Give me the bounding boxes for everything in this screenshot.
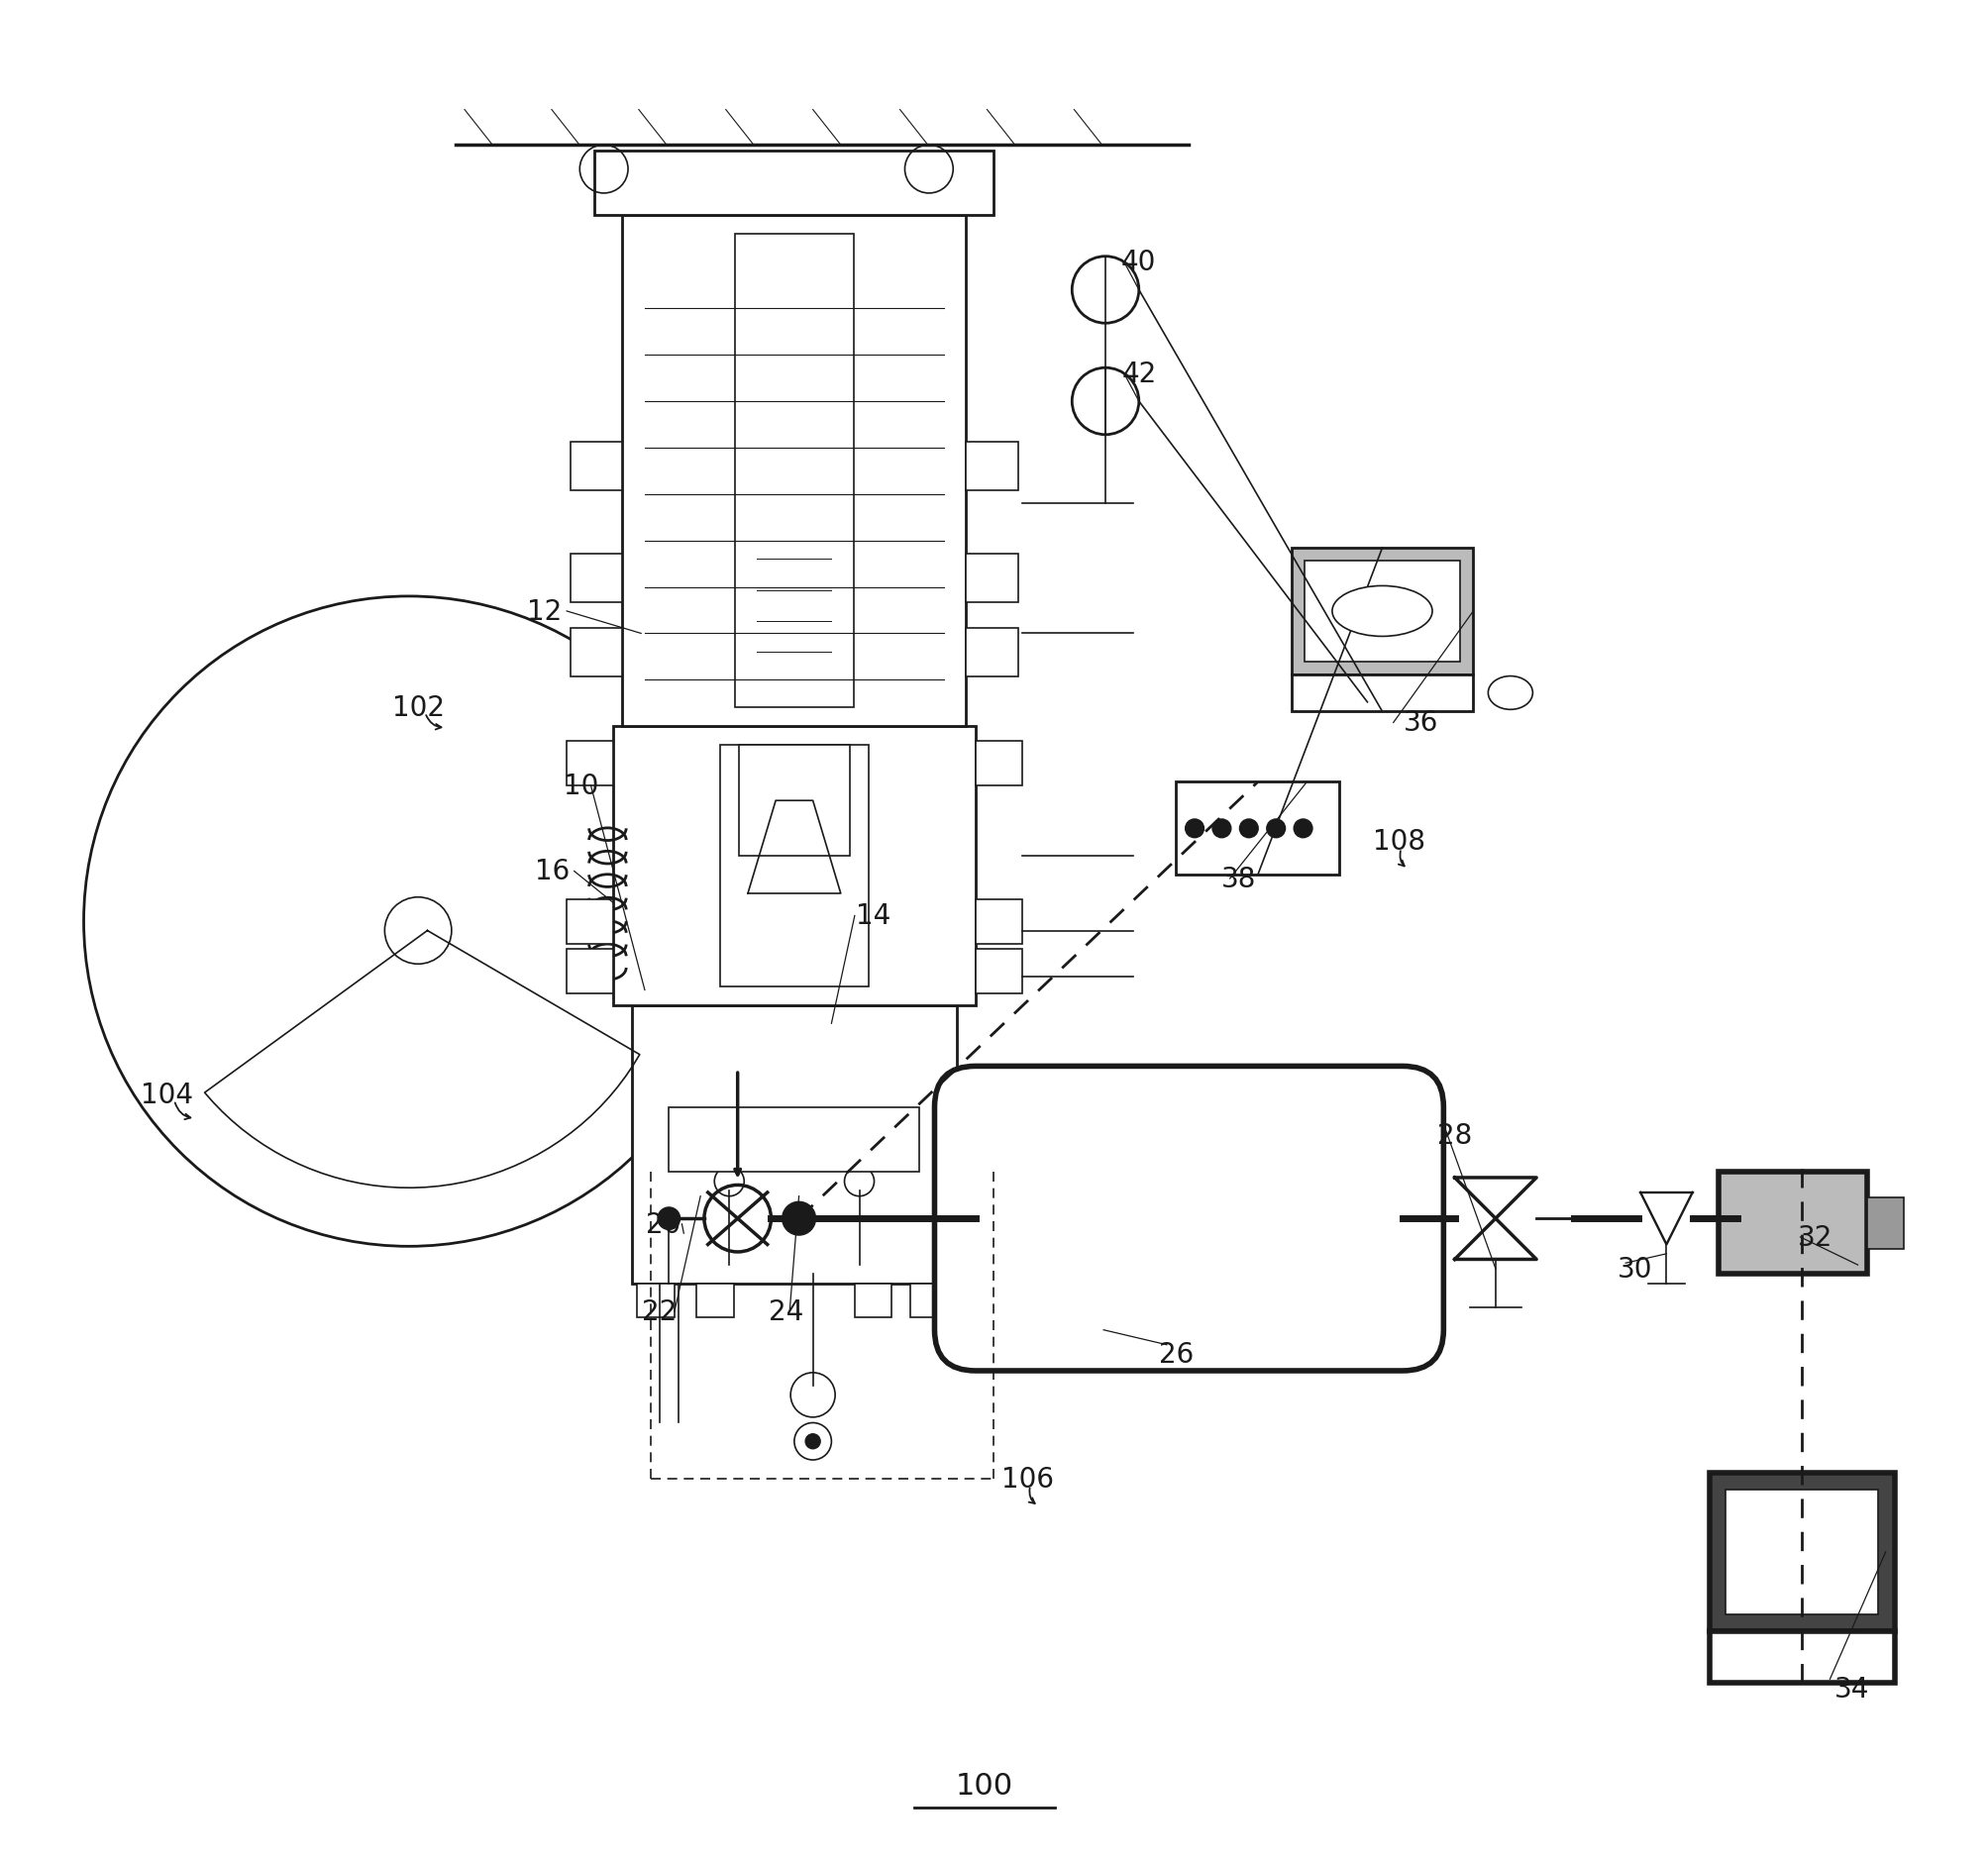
- Text: 104: 104: [141, 1080, 193, 1108]
- Circle shape: [1185, 819, 1205, 838]
- FancyBboxPatch shape: [855, 1283, 893, 1316]
- FancyBboxPatch shape: [720, 745, 869, 987]
- Text: 38: 38: [1223, 866, 1256, 894]
- FancyBboxPatch shape: [594, 151, 994, 216]
- FancyBboxPatch shape: [911, 1283, 948, 1316]
- Text: 34: 34: [1835, 1674, 1871, 1702]
- FancyBboxPatch shape: [632, 1005, 956, 1283]
- FancyBboxPatch shape: [612, 726, 976, 1005]
- Text: 28: 28: [1437, 1121, 1473, 1149]
- FancyBboxPatch shape: [696, 1283, 734, 1316]
- Circle shape: [1213, 819, 1231, 838]
- FancyBboxPatch shape: [567, 741, 612, 786]
- FancyBboxPatch shape: [1177, 782, 1340, 875]
- FancyBboxPatch shape: [571, 627, 622, 676]
- FancyBboxPatch shape: [1710, 1631, 1895, 1683]
- FancyBboxPatch shape: [668, 1108, 920, 1173]
- Text: 40: 40: [1121, 250, 1157, 277]
- Text: 108: 108: [1374, 829, 1425, 857]
- FancyBboxPatch shape: [976, 741, 1022, 786]
- Text: 12: 12: [527, 598, 563, 626]
- Text: 30: 30: [1618, 1255, 1652, 1283]
- Circle shape: [781, 1203, 815, 1236]
- Text: 100: 100: [956, 1771, 1014, 1799]
- FancyBboxPatch shape: [966, 443, 1018, 492]
- Text: 20: 20: [646, 1210, 680, 1238]
- Text: 26: 26: [1159, 1341, 1193, 1369]
- Text: 42: 42: [1121, 359, 1157, 387]
- Circle shape: [1241, 819, 1258, 838]
- Circle shape: [805, 1434, 821, 1449]
- FancyBboxPatch shape: [638, 1283, 674, 1316]
- Circle shape: [724, 808, 742, 827]
- FancyBboxPatch shape: [740, 745, 851, 857]
- Text: 24: 24: [769, 1298, 803, 1326]
- FancyBboxPatch shape: [1710, 1473, 1895, 1631]
- FancyBboxPatch shape: [976, 950, 1022, 994]
- FancyBboxPatch shape: [567, 950, 612, 994]
- FancyBboxPatch shape: [1867, 1197, 1905, 1249]
- FancyBboxPatch shape: [571, 555, 622, 603]
- Text: 14: 14: [855, 903, 891, 929]
- Text: 106: 106: [1002, 1465, 1054, 1493]
- Text: 102: 102: [392, 695, 445, 722]
- Text: 16: 16: [535, 858, 569, 886]
- FancyBboxPatch shape: [934, 1067, 1443, 1370]
- FancyBboxPatch shape: [966, 627, 1018, 676]
- FancyBboxPatch shape: [1726, 1490, 1879, 1614]
- FancyBboxPatch shape: [966, 555, 1018, 603]
- Text: 22: 22: [642, 1298, 678, 1326]
- Ellipse shape: [1489, 676, 1533, 709]
- FancyBboxPatch shape: [976, 899, 1022, 944]
- Circle shape: [1266, 819, 1286, 838]
- FancyBboxPatch shape: [622, 216, 966, 726]
- FancyBboxPatch shape: [1292, 674, 1473, 711]
- FancyBboxPatch shape: [1304, 562, 1461, 661]
- Circle shape: [1294, 819, 1312, 838]
- Ellipse shape: [1332, 587, 1431, 637]
- FancyBboxPatch shape: [736, 235, 853, 708]
- FancyBboxPatch shape: [1718, 1173, 1867, 1274]
- FancyBboxPatch shape: [567, 899, 612, 944]
- Text: 10: 10: [565, 773, 598, 801]
- Circle shape: [658, 1208, 680, 1231]
- Text: 32: 32: [1797, 1223, 1833, 1251]
- FancyBboxPatch shape: [1292, 549, 1473, 674]
- Text: 36: 36: [1404, 709, 1439, 737]
- FancyBboxPatch shape: [571, 443, 622, 492]
